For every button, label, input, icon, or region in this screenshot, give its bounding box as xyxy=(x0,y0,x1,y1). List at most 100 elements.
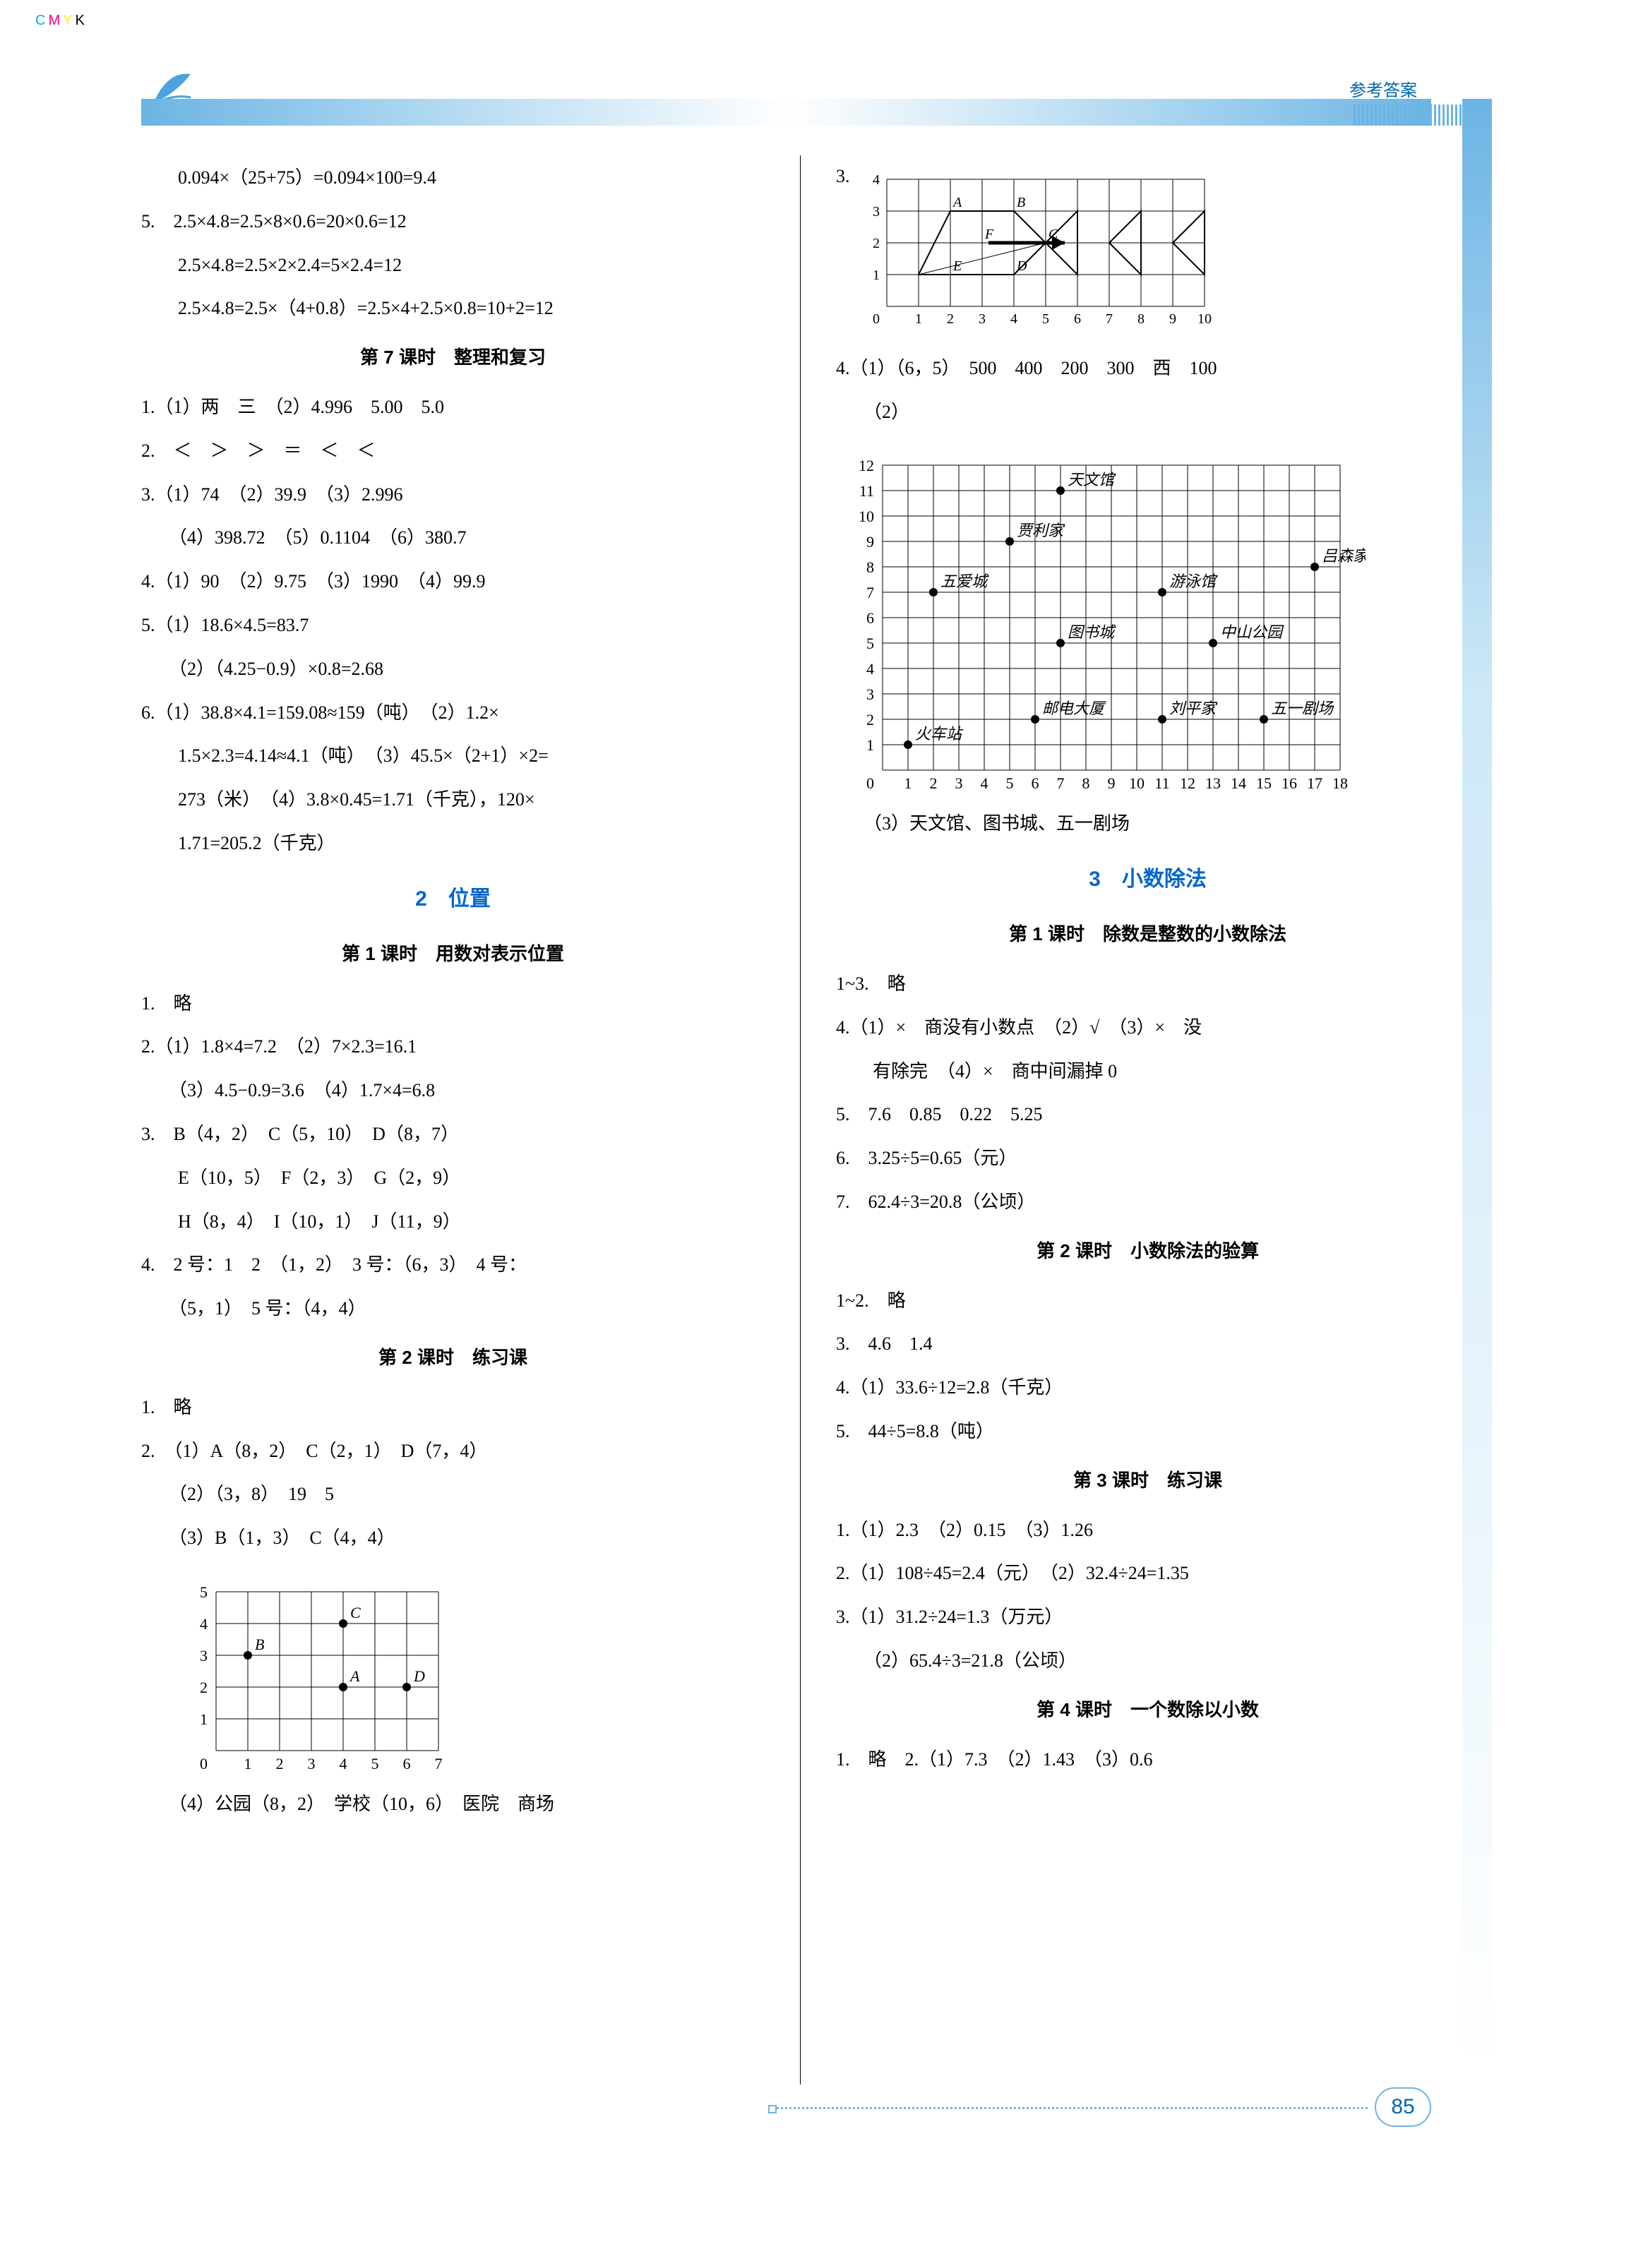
answer-line: 1. 略 xyxy=(141,983,765,1025)
answer-line: 3. B（4，2） C（5，10） D（8，7） xyxy=(141,1113,765,1156)
page-number: 85 xyxy=(1375,2087,1431,2127)
answer-line: 1. 略 2.（1）7.3 （2）1.43 （3）0.6 xyxy=(836,1739,1459,1781)
answer-line: （2）（3，8） 19 5 xyxy=(141,1473,765,1516)
svg-text:15: 15 xyxy=(1256,774,1272,792)
answer-line: 273（米） （4）3.8×0.45=1.71（千克），120× xyxy=(141,779,765,821)
answer-line: 5. 2.5×4.8=2.5×8×0.6=20×0.6=12 xyxy=(141,200,765,243)
svg-text:A: A xyxy=(349,1667,360,1685)
answer-line: 6.（1）38.8×4.1=159.08≈159（吨） （2）1.2× xyxy=(141,692,765,734)
svg-text:4: 4 xyxy=(340,1755,347,1772)
answer-line: 3.（1）31.2÷24=1.3（万元） xyxy=(836,1596,1459,1638)
q3-grid-figure: 1234567891012340ABCDEF xyxy=(863,155,1229,346)
header-label: 参考答案 xyxy=(1349,76,1417,101)
answer-line: 2. ＜ ＞ ＞ ＝ ＜ ＜ xyxy=(141,430,765,472)
svg-text:1: 1 xyxy=(904,774,912,792)
answer-line: 4.（1）× 商没有小数点 （2）√ （3）× 没 xyxy=(836,1007,1459,1049)
svg-text:7: 7 xyxy=(435,1755,443,1772)
answer-line: 5. 44÷5=8.8（吨） xyxy=(836,1410,1459,1453)
answer-line: 6. 3.25÷5=0.65（元） xyxy=(836,1137,1459,1180)
answer-line: 2.5×4.8=2.5×2×2.4=5×2.4=12 xyxy=(141,244,765,287)
svg-text:D: D xyxy=(1016,258,1027,274)
svg-text:2: 2 xyxy=(866,711,874,728)
header-bar xyxy=(141,99,1431,126)
svg-text:C: C xyxy=(1048,227,1058,242)
svg-text:12: 12 xyxy=(859,457,874,474)
svg-text:1: 1 xyxy=(915,311,922,327)
svg-text:中山公园: 中山公园 xyxy=(1220,623,1284,641)
svg-text:0: 0 xyxy=(200,1755,208,1772)
svg-text:4: 4 xyxy=(200,1615,208,1633)
svg-text:9: 9 xyxy=(1169,311,1176,327)
answer-line: 5.（1）18.6×4.5=83.7 xyxy=(141,604,765,647)
svg-text:5: 5 xyxy=(1006,774,1014,792)
svg-text:5: 5 xyxy=(1042,311,1049,327)
answer-line: （4）398.72 （5）0.1104 （6）380.7 xyxy=(141,517,765,559)
answer-line: 3.（1）74 （2）39.9 （3）2.996 xyxy=(141,474,765,516)
svg-text:9: 9 xyxy=(866,533,874,551)
svg-text:游泳馆: 游泳馆 xyxy=(1169,572,1218,590)
svg-text:4: 4 xyxy=(1010,311,1017,327)
svg-text:1: 1 xyxy=(200,1710,208,1728)
answer-line: 1. 略 xyxy=(141,1386,765,1429)
answer-line: 4.（1）90 （2）9.75 （3）1990 （4）99.9 xyxy=(141,560,765,603)
svg-text:6: 6 xyxy=(866,609,874,627)
svg-text:14: 14 xyxy=(1231,774,1246,792)
svg-text:4: 4 xyxy=(866,660,874,678)
answer-line: 0.094×（25+75）=0.094×100=9.4 xyxy=(141,157,765,199)
svg-text:0: 0 xyxy=(866,774,874,792)
svg-text:B: B xyxy=(255,1636,264,1653)
svg-text:A: A xyxy=(952,195,962,210)
svg-text:吕森家: 吕森家 xyxy=(1322,547,1366,565)
answer-line: （4）公园（8，2） 学校（10，6） 医院 商场 xyxy=(141,1783,765,1825)
answer-line: 2.（1）108÷45=2.4（元） （2）32.4÷24=1.35 xyxy=(836,1552,1459,1595)
svg-text:10: 10 xyxy=(1129,774,1145,792)
answer-line: 1~2. 略 xyxy=(836,1280,1459,1322)
answer-line: 5. 7.6 0.85 0.22 5.25 xyxy=(836,1093,1459,1136)
answer-line: （3）4.5−0.9=3.6 （4）1.7×4=6.8 xyxy=(141,1069,765,1112)
answer-line: （2）65.4÷3=21.8（公顷） xyxy=(836,1640,1459,1682)
svg-text:13: 13 xyxy=(1205,774,1221,792)
lesson-title: 第 1 课时 用数对表示位置 xyxy=(141,933,765,976)
lesson-title: 第 2 课时 小数除法的验算 xyxy=(836,1230,1459,1273)
svg-text:3: 3 xyxy=(979,311,986,327)
svg-text:图书城: 图书城 xyxy=(1068,623,1116,641)
svg-text:12: 12 xyxy=(1180,774,1195,792)
svg-text:8: 8 xyxy=(1082,774,1090,792)
answer-line: 1.5×2.3=4.14≈4.1（吨） （3）45.5×（2+1）×2= xyxy=(141,735,765,777)
svg-text:1: 1 xyxy=(244,1755,252,1772)
answer-line: 2. （1）A（8，2） C（2，1） D（7，4） xyxy=(141,1430,765,1472)
svg-text:3: 3 xyxy=(308,1755,316,1772)
svg-text:1: 1 xyxy=(866,736,874,754)
svg-text:2: 2 xyxy=(276,1755,284,1772)
svg-text:4: 4 xyxy=(873,172,880,188)
svg-text:2: 2 xyxy=(200,1679,208,1696)
svg-text:C: C xyxy=(350,1604,361,1621)
svg-text:B: B xyxy=(1017,195,1025,210)
svg-text:3: 3 xyxy=(200,1647,208,1664)
q3-label: 3. xyxy=(836,155,850,198)
svg-text:3: 3 xyxy=(873,204,880,220)
svg-text:五一剧场: 五一剧场 xyxy=(1271,700,1334,717)
page-content: 0.094×（25+75）=0.094×100=9.45. 2.5×4.8=2.… xyxy=(141,155,1459,2084)
answer-line: 4.（1）33.6÷12=2.8（千克） xyxy=(836,1367,1459,1409)
answer-line: 1.（1）两 三 （2）4.996 5.00 5.0 xyxy=(141,386,765,428)
svg-text:4: 4 xyxy=(981,774,988,792)
svg-text:3: 3 xyxy=(866,685,874,703)
svg-text:11: 11 xyxy=(1154,774,1169,792)
svg-text:火车站: 火车站 xyxy=(915,725,964,743)
column-divider xyxy=(800,155,801,2084)
answer-line: 1.（1）2.3 （2）0.15 （3）1.26 xyxy=(836,1509,1459,1552)
answer-line: 4. 2 号：1 2 （1，2） 3 号：（6，3） 4 号： xyxy=(141,1244,765,1286)
answer-line: 2.（1）1.8×4=7.2 （2）7×2.3=16.1 xyxy=(141,1026,765,1068)
cmyk-mark: CMYK xyxy=(35,13,88,29)
right-column: 3. 1234567891012340ABCDEF 4.（1）（6，5） 500… xyxy=(836,155,1459,2084)
svg-text:0: 0 xyxy=(873,311,880,327)
section-title: 2 位置 xyxy=(141,875,765,923)
svg-text:8: 8 xyxy=(866,558,874,576)
svg-text:5: 5 xyxy=(371,1755,379,1772)
answer-line: 有除完 （4）× 商中间漏掉 0 xyxy=(836,1050,1459,1093)
svg-text:7: 7 xyxy=(1106,311,1113,327)
answer-line: （3）B（1，3） C（4，4） xyxy=(141,1517,765,1559)
lesson-title: 第 4 课时 一个数除以小数 xyxy=(836,1689,1459,1732)
svg-text:6: 6 xyxy=(403,1755,411,1772)
